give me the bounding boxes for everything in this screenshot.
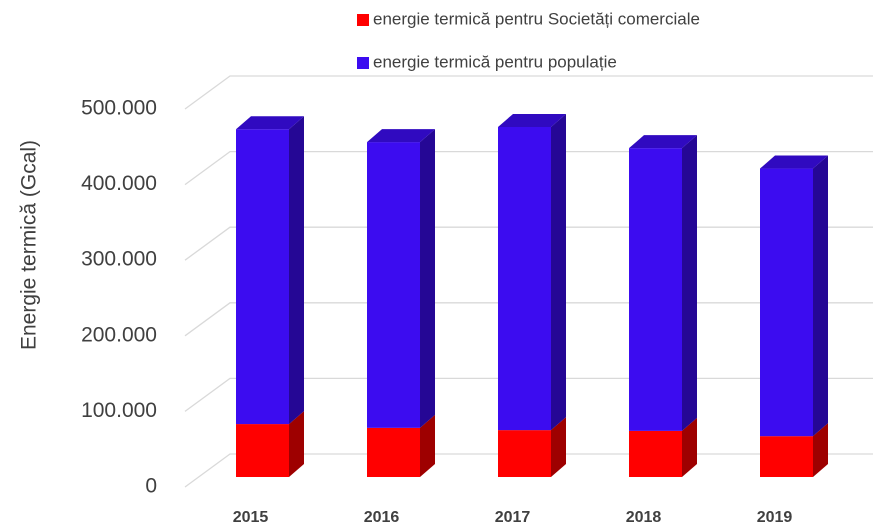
bar-side [813,423,828,477]
y-tick-label: 300.000 [81,248,157,271]
bar-front [498,126,551,431]
x-tick-label: 2018 [626,509,662,526]
bar-side [289,411,304,477]
bar-front [629,430,682,477]
bar-front [236,129,289,425]
y-tick-label: 0 [145,475,157,498]
y-axis-title: Energie termică (Gcal) [18,140,41,350]
bar-side [682,135,697,431]
x-tick-label: 2016 [364,509,400,526]
bar-top [367,129,435,143]
bar-front [367,427,420,477]
legend-label: energie termică pentru Societăți comerci… [373,9,700,28]
bar-front [629,148,682,431]
bar-side [682,417,697,477]
legend-swatch [357,57,369,69]
bar-side [813,155,828,437]
bar-side [289,116,304,425]
bar-top [498,113,566,127]
y-tick-label: 100.000 [81,399,157,422]
legend-label: energie termică pentru populație [373,52,617,71]
bar-side [420,129,435,428]
bar-side [420,414,435,477]
y-tick-label: 400.000 [81,172,157,195]
legend-swatch [357,14,369,26]
grid-line [184,75,873,110]
bar-side [551,417,566,477]
bar-front [367,142,420,428]
y-tick-label: 500.000 [81,97,157,120]
bar-side [551,113,566,431]
bar-top [760,155,828,169]
bar-front [236,424,289,477]
bar-front [498,430,551,477]
x-tick-label: 2017 [495,509,531,526]
y-tick-label: 200.000 [81,323,157,346]
x-tick-label: 2019 [757,509,793,526]
x-tick-label: 2015 [233,509,269,526]
bar-top [629,135,697,149]
bar-top [236,116,304,130]
bar-front [760,168,813,437]
bar-front [760,436,813,477]
